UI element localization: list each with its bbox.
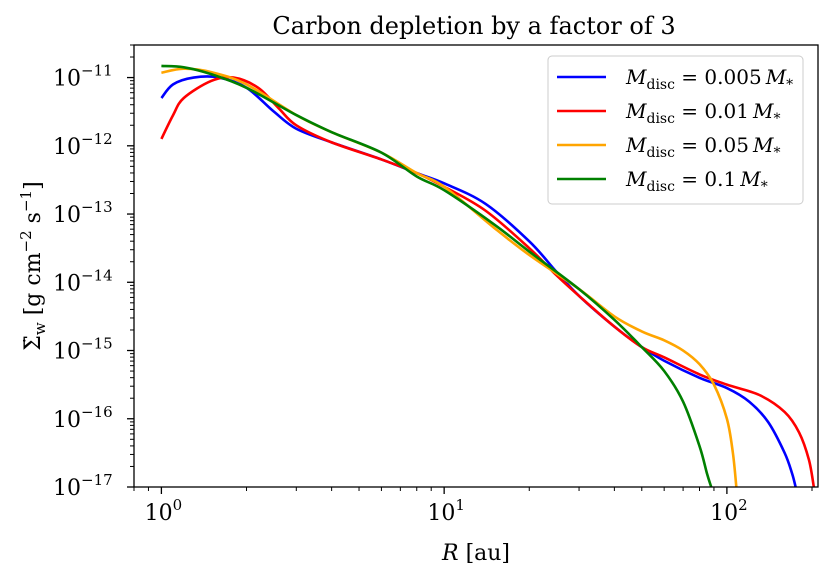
legend-m: M	[625, 167, 647, 191]
legend-entries: Mdisc = 0.005 M*Mdisc = 0.01 M*Mdisc = 0.0…	[557, 65, 793, 195]
legend-sub: disc	[646, 179, 675, 195]
chart-title: Carbon depletion by a factor of 3	[272, 12, 675, 40]
y-tick-base: 10	[53, 271, 81, 296]
legend-star-sub: *	[773, 145, 780, 161]
x-tick-exp: 0	[173, 496, 183, 514]
legend-star-sub: *	[786, 77, 793, 93]
legend-m: M	[625, 65, 647, 89]
x-tick-label: 101	[427, 496, 465, 526]
legend-label: Mdisc = 0.01 M*	[625, 99, 780, 127]
legend-sub: disc	[646, 77, 675, 93]
y-axis-exp2: −1	[17, 190, 35, 212]
legend-star-m: M	[752, 99, 774, 123]
y-tick-exp: −17	[81, 471, 113, 489]
legend-sub: disc	[646, 111, 675, 127]
y-axis-label: Σ̇w [g cm−2 s−1]	[17, 181, 49, 350]
y-tick-label: 10−14	[53, 266, 113, 296]
y-tick-label: 10−16	[53, 403, 113, 433]
plot-frame	[133, 44, 819, 488]
legend-star-sub: *	[773, 111, 780, 127]
x-tick-base: 10	[427, 501, 455, 526]
x-axis-var: R	[441, 541, 459, 566]
legend-label: Mdisc = 0.005 M*	[625, 65, 793, 93]
legend-star-m: M	[739, 167, 761, 191]
legend-star-m: M	[752, 133, 774, 157]
legend-label: Mdisc = 0.1 M*	[625, 167, 768, 195]
y-tick-base: 10	[53, 408, 81, 433]
y-axis-sub: w	[31, 322, 49, 335]
x-tick-label: 102	[710, 496, 748, 526]
y-tick-label: 10−12	[53, 130, 113, 160]
y-tick-base: 10	[53, 67, 81, 92]
series-layer	[160, 64, 816, 487]
series-line-2	[161, 67, 738, 487]
series-line-1	[160, 75, 816, 487]
y-axis-exp1: −2	[17, 230, 35, 252]
x-axis-label: R [au]	[441, 541, 510, 566]
legend-eq: = 0.1	[675, 167, 736, 191]
x-tick-base: 10	[710, 501, 738, 526]
legend-eq: = 0.005	[675, 65, 762, 89]
x-axis-unit: [au]	[466, 541, 510, 566]
y-tick-base: 10	[53, 340, 81, 365]
legend-star-sub: *	[761, 179, 768, 195]
major-ticks	[127, 76, 728, 494]
y-tick-exp: −16	[81, 403, 113, 421]
legend-m: M	[625, 99, 647, 123]
y-tick-base: 10	[53, 476, 81, 501]
y-tick-label: 10−13	[53, 198, 113, 228]
y-tick-exp: −11	[81, 62, 113, 80]
y-tick-exp: −13	[81, 198, 113, 216]
y-axis-unit-open: [g cm	[21, 252, 46, 315]
legend-m: M	[625, 133, 647, 157]
y-tick-label: 10−11	[53, 62, 113, 92]
y-tick-exp: −12	[81, 130, 113, 148]
x-tick-label: 100	[145, 496, 183, 526]
legend-eq: = 0.05	[675, 133, 749, 157]
series-line-3	[161, 64, 713, 487]
y-tick-label: 10−17	[53, 471, 113, 501]
legend-eq: = 0.01	[675, 99, 749, 123]
legend: Mdisc = 0.005 M*Mdisc = 0.01 M*Mdisc = 0.0…	[547, 55, 804, 205]
minor-ticks	[130, 44, 813, 491]
y-tick-label: 10−15	[53, 335, 113, 365]
y-axis-unit-mid: s	[21, 212, 46, 230]
legend-label: Mdisc = 0.05 M*	[625, 133, 780, 161]
y-tick-base: 10	[53, 203, 81, 228]
legend-box	[547, 55, 804, 205]
y-tick-exp: −14	[81, 266, 113, 284]
y-axis-var: Σ̇	[21, 335, 46, 351]
x-tick-labels: 100 101 102	[145, 496, 748, 526]
y-tick-base: 10	[53, 135, 81, 160]
y-axis-unit-close: ]	[21, 181, 46, 190]
x-tick-exp: 1	[455, 496, 465, 514]
x-tick-exp: 2	[738, 496, 748, 514]
plot-area	[127, 44, 819, 494]
legend-sub: disc	[646, 145, 675, 161]
x-tick-base: 10	[145, 501, 173, 526]
legend-star-m: M	[765, 65, 787, 89]
y-tick-exp: −15	[81, 335, 113, 353]
